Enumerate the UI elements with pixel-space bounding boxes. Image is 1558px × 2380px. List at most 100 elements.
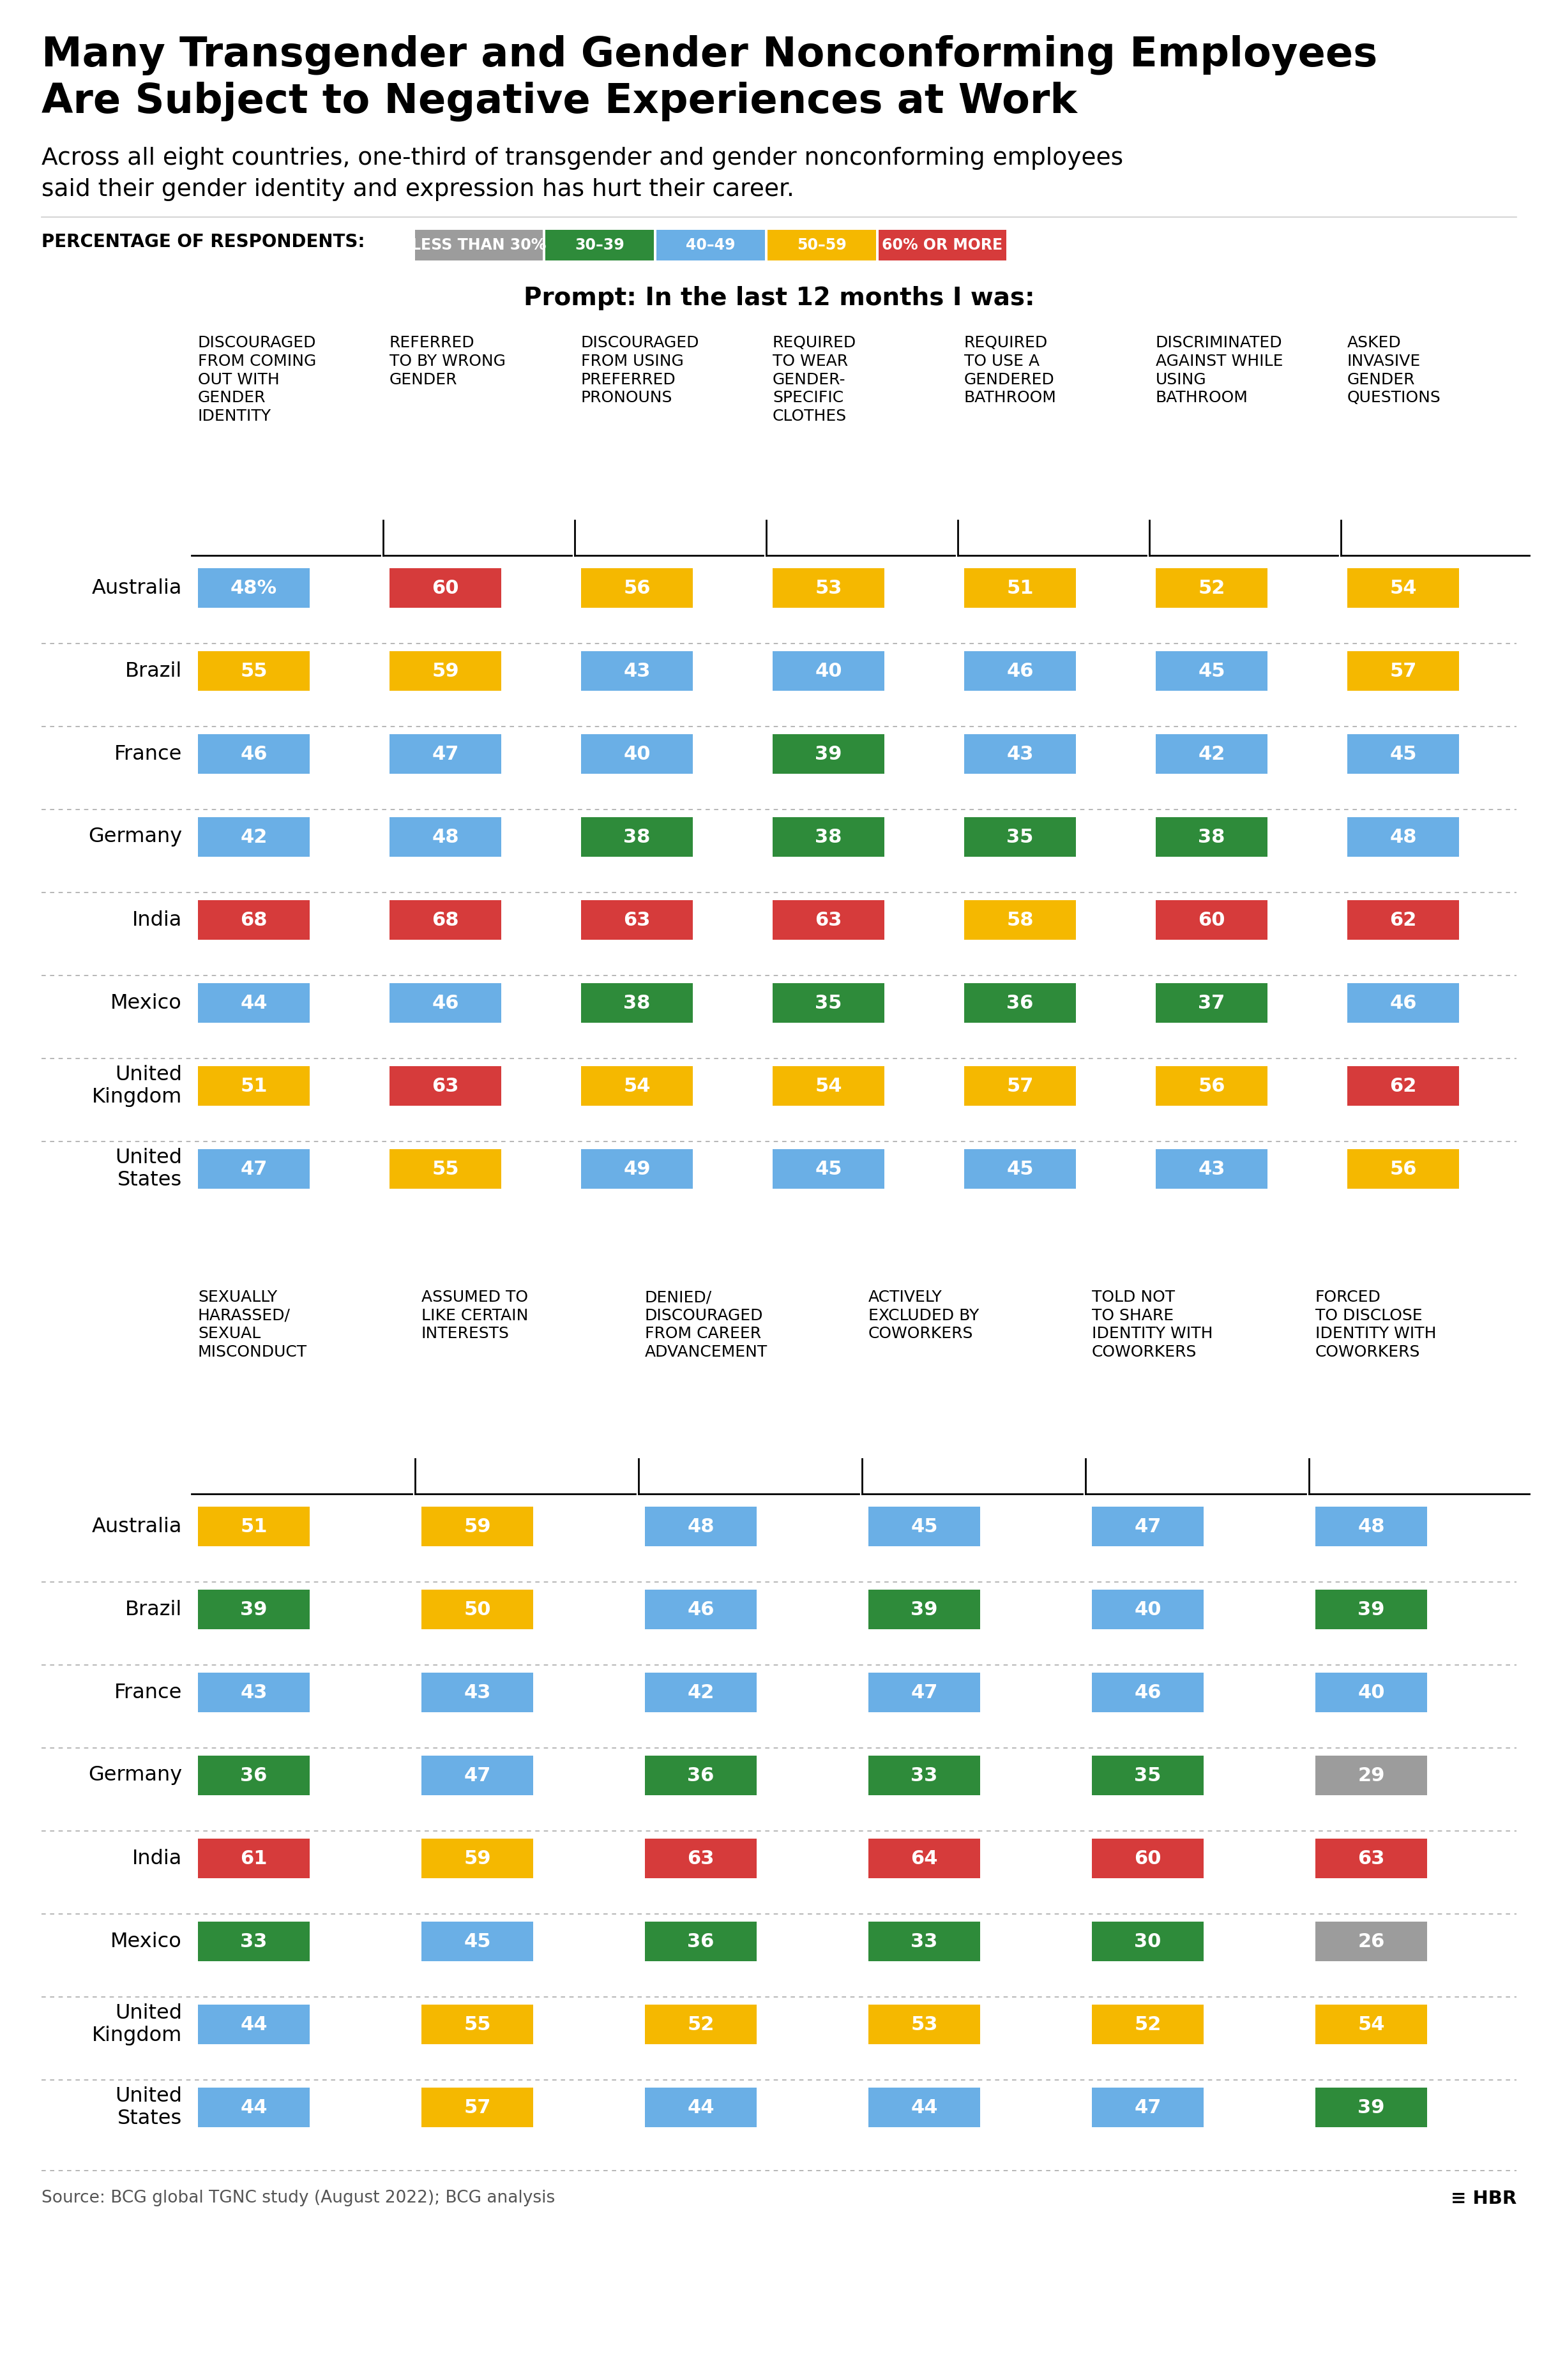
FancyBboxPatch shape	[545, 231, 654, 259]
Text: 43: 43	[1006, 745, 1033, 764]
FancyBboxPatch shape	[1156, 652, 1268, 690]
FancyBboxPatch shape	[964, 1066, 1077, 1107]
Text: Mexico: Mexico	[111, 1933, 182, 1952]
Text: 44: 44	[240, 2099, 268, 2116]
FancyBboxPatch shape	[1092, 2087, 1204, 2128]
FancyBboxPatch shape	[645, 2087, 757, 2128]
Text: 33: 33	[240, 1933, 268, 1952]
Text: REQUIRED
TO USE A
GENDERED
BATHROOM: REQUIRED TO USE A GENDERED BATHROOM	[964, 336, 1056, 405]
FancyBboxPatch shape	[964, 900, 1077, 940]
Text: Australia: Australia	[92, 578, 182, 597]
FancyBboxPatch shape	[1092, 1507, 1204, 1547]
FancyBboxPatch shape	[421, 1756, 533, 1795]
FancyBboxPatch shape	[645, 1507, 757, 1547]
Text: 42: 42	[1198, 745, 1225, 764]
FancyBboxPatch shape	[1348, 733, 1458, 773]
FancyBboxPatch shape	[414, 231, 542, 259]
Text: 63: 63	[687, 1849, 714, 1868]
FancyBboxPatch shape	[773, 1150, 885, 1188]
FancyBboxPatch shape	[1315, 1756, 1427, 1795]
Text: 56: 56	[623, 578, 651, 597]
Text: 36: 36	[687, 1933, 714, 1952]
FancyBboxPatch shape	[421, 1840, 533, 1878]
Text: DISCOURAGED
FROM USING
PREFERRED
PRONOUNS: DISCOURAGED FROM USING PREFERRED PRONOUN…	[581, 336, 700, 405]
Text: 60: 60	[432, 578, 460, 597]
Text: 36: 36	[687, 1766, 714, 1785]
FancyBboxPatch shape	[198, 1590, 310, 1630]
FancyBboxPatch shape	[645, 1756, 757, 1795]
Text: 63: 63	[623, 912, 650, 928]
Text: 36: 36	[1006, 995, 1033, 1011]
Text: 43: 43	[623, 662, 650, 681]
Text: 47: 47	[432, 745, 460, 764]
Text: SEXUALLY
HARASSED/
SEXUAL
MISCONDUCT: SEXUALLY HARASSED/ SEXUAL MISCONDUCT	[198, 1290, 307, 1359]
Text: ACTIVELY
EXCLUDED BY
COWORKERS: ACTIVELY EXCLUDED BY COWORKERS	[868, 1290, 978, 1342]
FancyBboxPatch shape	[1315, 1590, 1427, 1630]
Text: Many Transgender and Gender Nonconforming Employees: Many Transgender and Gender Nonconformin…	[42, 36, 1377, 76]
Text: 49: 49	[623, 1159, 651, 1178]
Text: 56: 56	[1198, 1076, 1225, 1095]
Text: 47: 47	[240, 1159, 268, 1178]
FancyBboxPatch shape	[1092, 2004, 1204, 2044]
Text: 47: 47	[911, 1683, 938, 1702]
Text: DENIED/
DISCOURAGED
FROM CAREER
ADVANCEMENT: DENIED/ DISCOURAGED FROM CAREER ADVANCEM…	[645, 1290, 768, 1359]
Text: 46: 46	[1006, 662, 1033, 681]
FancyBboxPatch shape	[1348, 652, 1458, 690]
Text: 52: 52	[1198, 578, 1225, 597]
Text: 38: 38	[623, 995, 650, 1011]
FancyBboxPatch shape	[773, 569, 885, 607]
Text: 42: 42	[687, 1683, 714, 1702]
FancyBboxPatch shape	[390, 983, 502, 1023]
Text: 39: 39	[1357, 2099, 1385, 2116]
FancyBboxPatch shape	[868, 2087, 980, 2128]
Text: 50: 50	[464, 1599, 491, 1618]
FancyBboxPatch shape	[868, 2004, 980, 2044]
Text: LESS THAN 30%: LESS THAN 30%	[411, 238, 547, 252]
Text: 39: 39	[240, 1599, 268, 1618]
FancyBboxPatch shape	[773, 983, 885, 1023]
FancyBboxPatch shape	[1315, 1921, 1427, 1961]
Text: Source: BCG global TGNC study (August 2022); BCG analysis: Source: BCG global TGNC study (August 20…	[42, 2190, 555, 2206]
Text: ≡ HBR: ≡ HBR	[1450, 2190, 1516, 2209]
Text: 48: 48	[1390, 828, 1416, 847]
Text: 45: 45	[1006, 1159, 1033, 1178]
Text: 46: 46	[687, 1599, 715, 1618]
Text: 68: 68	[432, 912, 460, 928]
Text: REFERRED
TO BY WRONG
GENDER: REFERRED TO BY WRONG GENDER	[390, 336, 506, 388]
FancyBboxPatch shape	[421, 2087, 533, 2128]
Text: ASSUMED TO
LIKE CERTAIN
INTERESTS: ASSUMED TO LIKE CERTAIN INTERESTS	[421, 1290, 528, 1342]
FancyBboxPatch shape	[581, 816, 693, 857]
FancyBboxPatch shape	[645, 1840, 757, 1878]
Text: 54: 54	[815, 1076, 841, 1095]
Text: 26: 26	[1357, 1933, 1385, 1952]
Text: 54: 54	[1357, 2016, 1385, 2033]
Text: 43: 43	[240, 1683, 268, 1702]
FancyBboxPatch shape	[421, 1921, 533, 1961]
Text: United
Kingdom: United Kingdom	[92, 1064, 182, 1107]
FancyBboxPatch shape	[1092, 1590, 1204, 1630]
Text: 51: 51	[1006, 578, 1033, 597]
Text: DISCOURAGED
FROM COMING
OUT WITH
GENDER
IDENTITY: DISCOURAGED FROM COMING OUT WITH GENDER …	[198, 336, 316, 424]
FancyBboxPatch shape	[868, 1590, 980, 1630]
Text: 36: 36	[240, 1766, 268, 1785]
Text: Mexico: Mexico	[111, 992, 182, 1014]
Text: 44: 44	[687, 2099, 715, 2116]
Text: France: France	[114, 745, 182, 764]
Text: 56: 56	[1390, 1159, 1416, 1178]
Text: 39: 39	[911, 1599, 938, 1618]
Text: 55: 55	[464, 2016, 491, 2033]
Text: Prompt: In the last 12 months I was:: Prompt: In the last 12 months I was:	[523, 286, 1035, 309]
FancyBboxPatch shape	[390, 652, 502, 690]
FancyBboxPatch shape	[656, 231, 765, 259]
FancyBboxPatch shape	[198, 1673, 310, 1711]
FancyBboxPatch shape	[421, 1673, 533, 1711]
FancyBboxPatch shape	[1315, 2087, 1427, 2128]
Text: 47: 47	[1134, 1516, 1161, 1535]
FancyBboxPatch shape	[964, 816, 1077, 857]
Text: 30–39: 30–39	[575, 238, 625, 252]
FancyBboxPatch shape	[198, 2087, 310, 2128]
FancyBboxPatch shape	[421, 2004, 533, 2044]
Text: 43: 43	[464, 1683, 491, 1702]
Text: India: India	[132, 909, 182, 931]
Text: 53: 53	[911, 2016, 938, 2033]
